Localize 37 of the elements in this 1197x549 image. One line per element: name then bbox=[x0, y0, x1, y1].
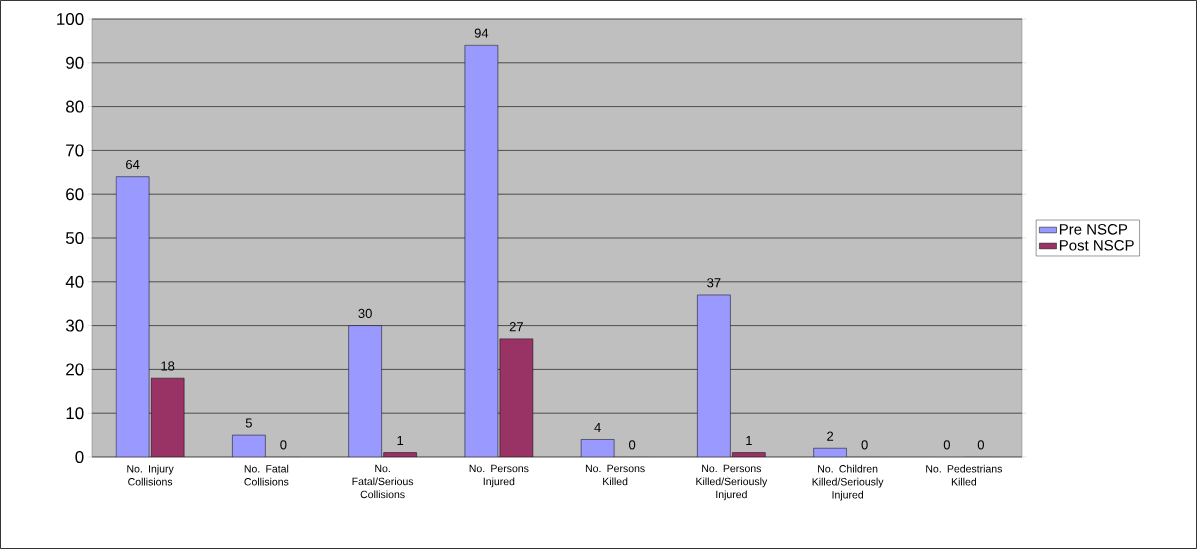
y-tick-label: 10 bbox=[66, 407, 84, 420]
x-tick-label: No. Pedestrians Killed bbox=[926, 464, 1002, 486]
y-tick-label: 30 bbox=[65, 319, 84, 332]
y-tick-label: 80 bbox=[66, 100, 84, 113]
x-tick-label: No. Persons Killed/Seriously Injured bbox=[696, 464, 768, 501]
x-tick-label: No. Children Killed/Seriously Injured bbox=[812, 464, 884, 501]
y-tick-label: 90 bbox=[66, 56, 84, 69]
legend-label: Post NSCP bbox=[1059, 240, 1134, 251]
data-label: 5 bbox=[245, 418, 252, 428]
data-label: 27 bbox=[509, 322, 523, 332]
x-tick-label: No. Fatal Collisions bbox=[244, 464, 289, 486]
data-label: 0 bbox=[977, 440, 984, 450]
data-label: 2 bbox=[827, 431, 834, 441]
x-tick-label: No. Injury Collisions bbox=[127, 464, 174, 486]
x-tick-label: No. Persons Killed bbox=[585, 464, 645, 486]
legend-label: Pre NSCP bbox=[1059, 224, 1128, 235]
data-label: 18 bbox=[161, 361, 175, 371]
data-label: 0 bbox=[280, 440, 287, 450]
y-tick-label: 100 bbox=[57, 12, 84, 26]
y-tick-label: 50 bbox=[65, 231, 84, 245]
data-label: 0 bbox=[861, 440, 868, 450]
y-tick-label: 40 bbox=[65, 275, 84, 288]
y-tick-label: 20 bbox=[66, 363, 84, 376]
x-tick-label: No. Fatal/Serious Collisions bbox=[352, 464, 414, 499]
data-label: 64 bbox=[126, 159, 140, 170]
data-label: 4 bbox=[594, 422, 601, 432]
y-tick-label: 0 bbox=[75, 450, 84, 464]
data-label: 37 bbox=[707, 278, 721, 288]
data-label: 94 bbox=[474, 28, 489, 38]
x-tick-label: No. Persons Injured bbox=[469, 464, 529, 488]
data-label: 1 bbox=[746, 436, 752, 446]
data-label: 30 bbox=[358, 308, 372, 319]
data-label: 0 bbox=[629, 440, 636, 450]
y-tick-label: 70 bbox=[66, 144, 84, 157]
data-label: 1 bbox=[397, 436, 404, 446]
data-label: 0 bbox=[943, 440, 950, 450]
y-tick-label: 60 bbox=[66, 188, 84, 201]
